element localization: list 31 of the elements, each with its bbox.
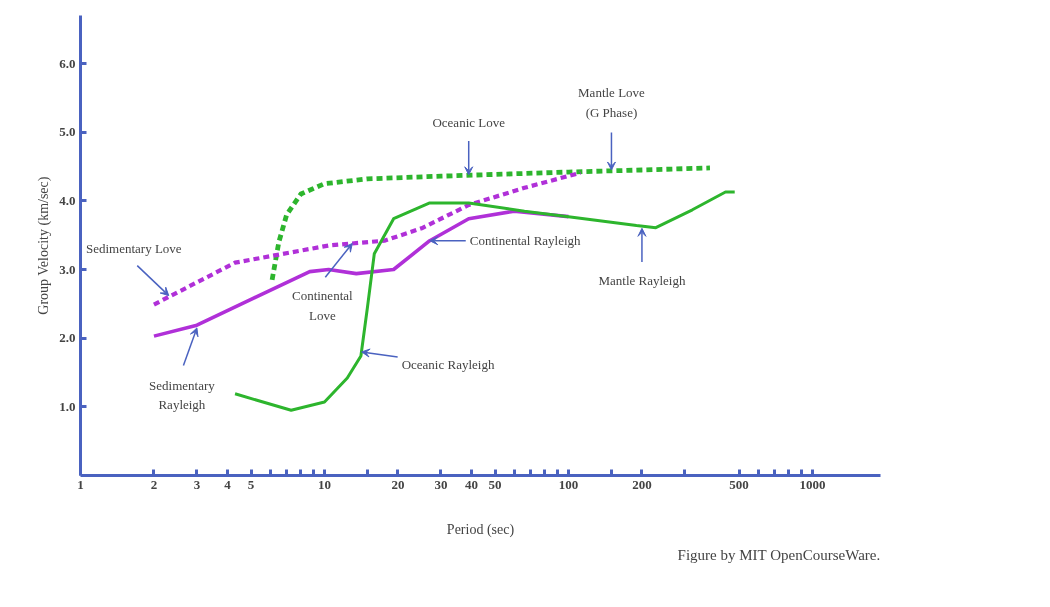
- x-tick-label: 30: [434, 476, 448, 492]
- y-tick-label: 4.0: [59, 192, 76, 208]
- x-tick-label: 20: [391, 476, 405, 492]
- x-tick-label: 50: [488, 476, 502, 492]
- annotation: Sedimentary Rayleigh: [149, 377, 216, 413]
- x-tick-label: 100: [558, 476, 579, 492]
- x-tick-label: 200: [632, 476, 652, 492]
- x-tick-label: 2: [150, 476, 158, 492]
- x-tick-label: 40: [464, 476, 478, 492]
- annotation: Mantle Rayleigh: [598, 273, 686, 289]
- y-axis-title: Group Velocity (km/sec): [36, 176, 53, 315]
- x-tick-label: 3: [193, 476, 201, 492]
- x-tick-label: 4: [224, 476, 232, 492]
- annotation: Sedimentary Love: [85, 240, 182, 256]
- x-tick-label: 500: [729, 476, 749, 492]
- x-tick-label: 1: [77, 476, 84, 492]
- x-tick-label: 1000: [799, 476, 826, 492]
- y-tick-label: 1.0: [59, 398, 76, 414]
- annotation: Oceanic Rayleigh: [401, 356, 495, 372]
- y-tick-label: 3.0: [59, 261, 76, 277]
- annotation: Mantle Love (G Phase): [578, 85, 646, 120]
- annotation: Continental Rayleigh: [469, 233, 582, 249]
- annotation: Continental Love: [291, 288, 354, 323]
- x-tick-label: 10: [318, 476, 331, 492]
- y-tick-label: 2.0: [59, 330, 76, 346]
- y-tick-label: 6.0: [59, 55, 76, 71]
- annotation: Oceanic Love: [432, 114, 506, 130]
- x-tick-label: 5: [247, 476, 255, 492]
- x-axis-title: Period (sec): [446, 521, 515, 538]
- y-tick-label: 5.0: [59, 124, 76, 140]
- text: Figure by MIT OpenCourseWare.: [677, 546, 881, 563]
